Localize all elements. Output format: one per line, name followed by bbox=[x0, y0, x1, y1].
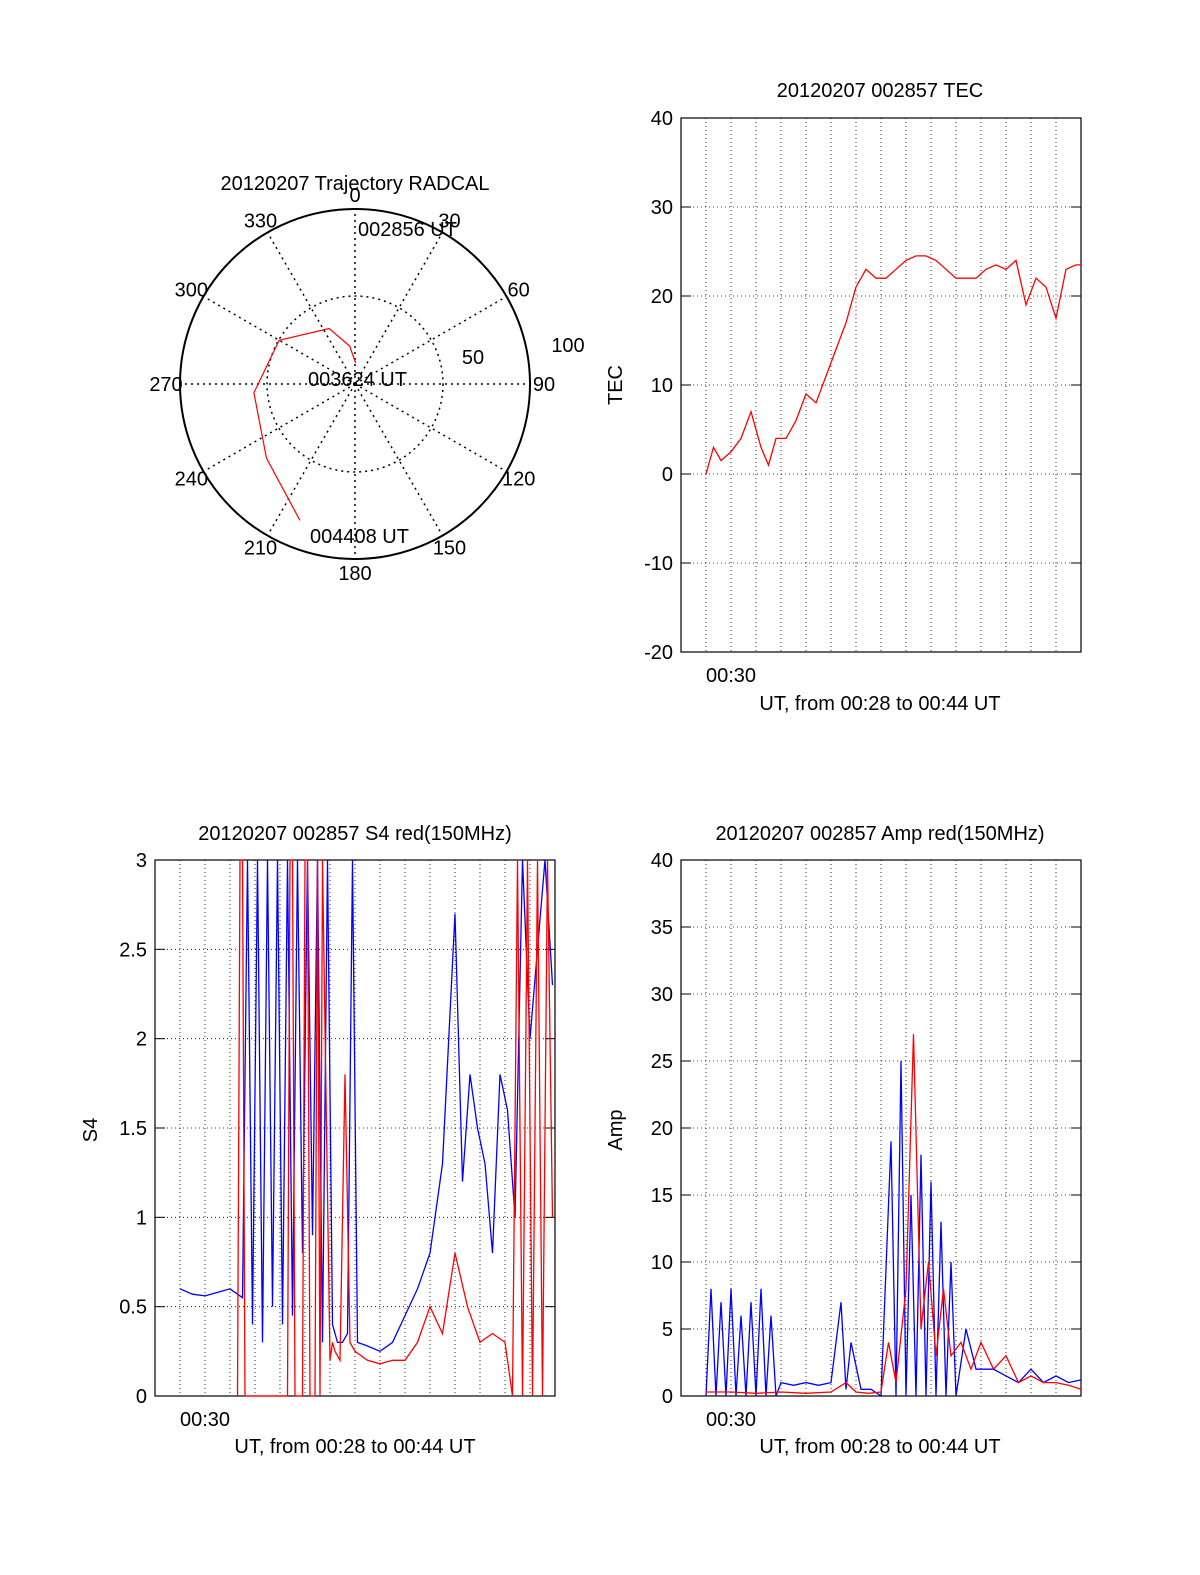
polar-track-line bbox=[253, 327, 357, 521]
polar-inner-circle bbox=[266, 295, 444, 473]
amp-y-tick-label: 0 bbox=[662, 1386, 673, 1408]
polar-azimuth-label: 30 bbox=[438, 210, 460, 232]
tec-series-TEC bbox=[705, 255, 1081, 475]
polar-spoke bbox=[266, 383, 356, 536]
polar-annotation-mid: 003624 UT bbox=[308, 369, 407, 391]
amp-y-tick-label: 10 bbox=[651, 1252, 673, 1274]
s4-y-tick-label: 0.5 bbox=[119, 1297, 147, 1319]
tec-title: 20120207 002857 TEC bbox=[777, 80, 983, 102]
amp-xlabel: UT, from 00:28 to 00:44 UT bbox=[759, 1436, 1000, 1458]
s4-ylabel: S4 bbox=[80, 1118, 102, 1142]
polar-annotation-end: 004408 UT bbox=[310, 526, 409, 548]
polar-trajectory-chart: 20120207 Trajectory RADCAL 0 30 60 90 120 150… bbox=[149, 173, 584, 585]
polar-azimuth-label: 180 bbox=[338, 563, 371, 585]
tec-y-tick-label: -20 bbox=[644, 642, 673, 664]
polar-spoke bbox=[354, 295, 507, 385]
amp-chart: 20120207 002857 Amp red(150MHz) 0 5 10 15 20… bbox=[605, 823, 1082, 1458]
s4-y-tick-label: 3 bbox=[136, 850, 147, 872]
polar-azimuth-label: 270 bbox=[149, 374, 182, 396]
s4-xlabel: UT, from 00:28 to 00:44 UT bbox=[234, 1436, 475, 1458]
amp-y-tick-label: 15 bbox=[651, 1185, 673, 1207]
polar-title: 20120207 Trajectory RADCAL bbox=[220, 173, 489, 195]
amp-y-tick-label: 5 bbox=[662, 1319, 673, 1341]
polar-azimuth-label: 240 bbox=[175, 469, 208, 491]
s4-y-tick-label: 2 bbox=[136, 1029, 147, 1051]
polar-azimuth-label: 90 bbox=[533, 374, 555, 396]
s4-chart: 20120207 002857 S4 red(150MHz) 0 0.5 1 1.5 2… bbox=[80, 823, 556, 1458]
polar-spoke bbox=[354, 232, 444, 385]
polar-azimuth-label: 210 bbox=[244, 538, 277, 560]
amp-y-tick-label: 30 bbox=[651, 984, 673, 1006]
polar-azimuth-labels: 0 30 60 90 120 150 180 210 240 270 300 330 bbox=[149, 185, 555, 585]
s4-y-tick-label: 1.5 bbox=[119, 1118, 147, 1140]
amp-x-tick-label: 00:30 bbox=[706, 1409, 756, 1431]
s4-y-tick-label: 0 bbox=[136, 1386, 147, 1408]
amp-title: 20120207 002857 Amp red(150MHz) bbox=[715, 823, 1044, 845]
amp-y-tick-label: 40 bbox=[651, 850, 673, 872]
s4-y-tick-label: 1 bbox=[136, 1207, 147, 1229]
tec-y-tick-label: 0 bbox=[662, 464, 673, 486]
amp-series-blue bbox=[705, 1060, 1082, 1398]
s4-title: 20120207 002857 S4 red(150MHz) bbox=[198, 823, 512, 845]
tec-series bbox=[705, 255, 1081, 475]
s4-series-red bbox=[236, 859, 554, 1397]
tec-y-tick-label: 30 bbox=[651, 197, 673, 219]
tec-y-tick-label: -10 bbox=[644, 553, 673, 575]
amp-series-red bbox=[706, 1034, 1082, 1394]
polar-azimuth-label: 150 bbox=[433, 538, 466, 560]
s4-y-tick-label: 2.5 bbox=[119, 939, 147, 961]
tec-y-tick-label: 20 bbox=[651, 286, 673, 308]
s4-series bbox=[179, 859, 554, 1397]
amp-series bbox=[705, 1034, 1082, 1398]
s4-series-blue bbox=[179, 859, 554, 1353]
amp-y-tick-label: 35 bbox=[651, 917, 673, 939]
amp-y-tick-label: 20 bbox=[651, 1118, 673, 1140]
polar-spoke bbox=[354, 383, 507, 473]
polar-spoke bbox=[266, 232, 356, 385]
amp-ylabel: Amp bbox=[605, 1109, 627, 1150]
polar-radial-label-100: 100 bbox=[551, 335, 584, 357]
tec-grid bbox=[681, 117, 1081, 653]
polar-spoke bbox=[354, 383, 444, 536]
tec-y-tick-label: 40 bbox=[651, 108, 673, 130]
tec-ylabel: TEC bbox=[605, 365, 627, 405]
tec-y-tick-label: 10 bbox=[651, 375, 673, 397]
polar-azimuth-label: 120 bbox=[502, 469, 535, 491]
s4-x-tick-label: 00:30 bbox=[180, 1409, 230, 1431]
amp-y-tick-labels: 0 5 10 15 20 25 30 35 40 bbox=[651, 850, 673, 1408]
polar-azimuth-label: 330 bbox=[244, 210, 277, 232]
s4-y-tick-labels: 0 0.5 1 1.5 2 2.5 3 bbox=[119, 850, 147, 1408]
polar-annotation-start: 002856 UT bbox=[358, 219, 457, 241]
tec-y-tick-labels: -20 -10 0 10 20 30 40 bbox=[644, 108, 673, 664]
polar-azimuth-label: 300 bbox=[175, 280, 208, 302]
polar-azimuth-label: 60 bbox=[508, 280, 530, 302]
polar-radial-label-50: 50 bbox=[462, 347, 484, 369]
tec-x-tick-label: 00:30 bbox=[706, 665, 756, 687]
polar-spoke bbox=[203, 295, 356, 385]
amp-y-tick-label: 25 bbox=[651, 1051, 673, 1073]
tec-chart: 20120207 002857 TEC -20 -10 0 10 20 30 40 00:3… bbox=[605, 80, 1082, 715]
polar-azimuth-label: 0 bbox=[349, 185, 360, 207]
polar-spokes bbox=[180, 209, 530, 559]
polar-spoke bbox=[203, 383, 356, 473]
tec-xlabel: UT, from 00:28 to 00:44 UT bbox=[759, 693, 1000, 715]
amp-grid bbox=[681, 859, 1081, 1397]
